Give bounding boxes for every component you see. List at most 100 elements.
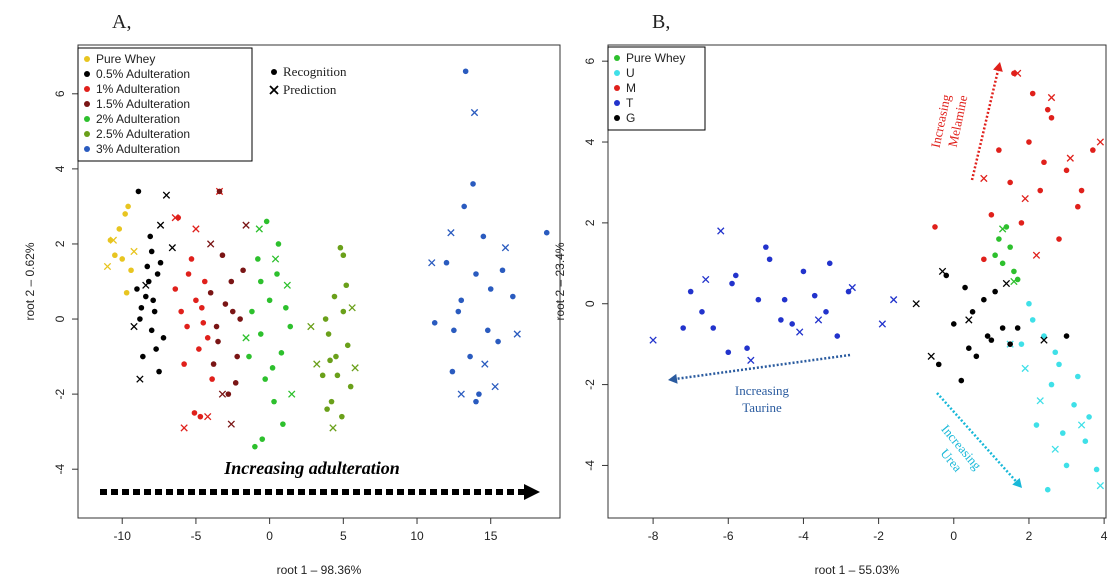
- point: [119, 256, 126, 262]
- legend-swatch: [84, 131, 90, 137]
- point: [154, 271, 161, 277]
- point: [699, 309, 705, 315]
- point: [325, 331, 332, 337]
- point: [811, 292, 818, 299]
- annotation-arrowhead: [524, 484, 540, 500]
- point: [1071, 402, 1077, 408]
- point-x: [1096, 138, 1105, 146]
- point-x: [103, 262, 112, 271]
- point: [153, 346, 159, 352]
- point: [140, 353, 146, 360]
- point: [992, 252, 998, 259]
- point: [470, 181, 476, 187]
- point: [467, 353, 473, 360]
- point-x: [283, 281, 291, 289]
- point: [1026, 139, 1032, 145]
- point: [981, 296, 987, 303]
- point: [148, 327, 155, 334]
- y-tick-label: 0: [583, 300, 597, 307]
- point: [1093, 466, 1100, 473]
- legend-swatch: [84, 116, 90, 122]
- point: [257, 278, 264, 285]
- point-x: [351, 364, 359, 372]
- point: [240, 267, 246, 274]
- point: [213, 323, 220, 330]
- point-x: [747, 356, 755, 364]
- point: [156, 368, 162, 375]
- point: [344, 342, 351, 349]
- point-x: [130, 247, 138, 256]
- point: [123, 289, 130, 296]
- legend-swatch: [614, 70, 620, 76]
- point-x: [927, 352, 935, 360]
- point-x: [156, 221, 165, 229]
- point: [687, 288, 694, 295]
- annotation-arrowhead: [1012, 477, 1022, 488]
- point: [225, 391, 232, 397]
- point: [1029, 317, 1036, 323]
- point-x: [998, 225, 1007, 233]
- point: [487, 286, 494, 292]
- point: [473, 271, 479, 277]
- point: [138, 304, 145, 311]
- point: [950, 321, 957, 327]
- point: [495, 338, 501, 345]
- point-x: [242, 221, 250, 229]
- point: [1048, 114, 1055, 121]
- point: [1026, 300, 1032, 307]
- point-x: [796, 328, 804, 336]
- point: [271, 398, 277, 405]
- point: [1037, 187, 1044, 194]
- point: [729, 280, 735, 287]
- point-x: [980, 174, 988, 183]
- point: [234, 353, 240, 360]
- point-x: [447, 229, 455, 237]
- point-x: [218, 390, 227, 398]
- point: [204, 335, 211, 341]
- point-x: [848, 283, 856, 292]
- point-x: [1096, 481, 1105, 490]
- point-x: [227, 420, 235, 428]
- x-tick-label: -2: [873, 529, 884, 543]
- y-tick-label: 6: [53, 90, 67, 97]
- point: [252, 443, 258, 450]
- point: [1048, 381, 1055, 388]
- point: [232, 380, 239, 386]
- point: [431, 319, 438, 326]
- point: [280, 421, 286, 427]
- point-x: [1032, 251, 1041, 259]
- point: [181, 361, 187, 367]
- x-tick-label: 2: [1026, 529, 1033, 543]
- x-axis-label: root 1 – 98.36%: [277, 563, 362, 577]
- point: [962, 284, 968, 291]
- point: [175, 214, 182, 221]
- x-tick-label: 15: [484, 529, 498, 543]
- point: [107, 237, 114, 244]
- point: [973, 353, 980, 360]
- point-x: [1051, 445, 1059, 453]
- point: [269, 365, 276, 371]
- y-axis-label: root 2 – 23.4%: [553, 242, 567, 320]
- point: [988, 211, 995, 218]
- point: [992, 288, 998, 295]
- point-x: [965, 316, 973, 324]
- y-tick-label: 6: [583, 58, 597, 65]
- point: [725, 349, 732, 356]
- legend-swatch: [84, 101, 90, 107]
- legend-swatch: [614, 85, 620, 91]
- point: [1063, 462, 1070, 469]
- marker-legend-label: Prediction: [283, 82, 337, 97]
- point: [215, 338, 221, 345]
- point: [1041, 159, 1047, 166]
- y-axis-label: root 2 – 0.62%: [23, 242, 37, 320]
- point: [1056, 361, 1062, 368]
- legend-label: T: [626, 96, 634, 110]
- point: [274, 271, 280, 277]
- panel-label: A,: [112, 11, 131, 33]
- y-tick-label: 4: [53, 165, 67, 172]
- legend-label: 2.5% Adulteration: [96, 127, 190, 141]
- point-x: [457, 390, 465, 398]
- point: [781, 296, 788, 303]
- point: [1011, 268, 1017, 275]
- point-x: [501, 244, 510, 252]
